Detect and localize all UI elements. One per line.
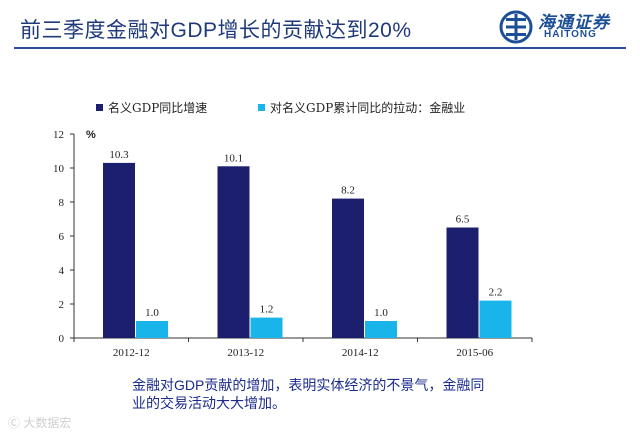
y-tick-label: 12 [53,129,64,141]
y-tick-label: 0 [59,333,65,345]
data-label-2013-12-series-2: 1.2 [260,304,274,316]
legend-label-2: 对名义GDP累计同比的拉动：金融业 [270,100,465,115]
company-logo: 海通证券 HAITONG [498,8,628,46]
haitong-logo-icon [499,10,533,44]
bar-2013-12-series-2 [250,317,283,338]
legend-swatch-2 [258,104,265,111]
data-label-2014-12-series-1: 8.2 [341,185,355,197]
y-tick-label: 2 [59,299,65,311]
bar-2012-12-series-1 [103,162,135,338]
data-label-2015-06-series-2: 2.2 [489,287,503,299]
bar-2012-12-series-2 [136,321,168,338]
title-divider [14,47,626,49]
data-label-2012-12-series-2: 1.0 [145,307,159,319]
y-unit-label: % [86,129,96,141]
x-tick-label: 2014-12 [342,347,379,359]
legend-label-1: 名义GDP同比增速 [108,100,207,115]
data-label-2015-06-series-1: 6.5 [456,214,470,226]
bar-2015-06-series-2 [479,300,512,338]
x-tick-label: 2013-12 [227,347,264,359]
y-tick-label: 8 [59,197,65,209]
bar-2013-12-series-1 [217,166,250,338]
slide-caption: 金融对GDP贡献的增加，表明实体经济的不景气，金融同业的交易活动大大增加。 [132,377,485,411]
y-tick-label: 6 [59,231,65,243]
slide-title: 前三季度金融对GDP增长的贡献达到20% [20,19,412,42]
data-label-2012-12-series-1: 10.3 [109,149,129,161]
data-label-2013-12-series-1: 10.1 [224,152,243,164]
bar-2015-06-series-1 [446,227,479,338]
x-tick-label: 2012-12 [113,347,150,359]
bar-2014-12-series-2 [365,321,397,338]
y-tick-label: 4 [59,265,65,277]
logo-english-name: HAITONG [544,29,597,40]
watermark: Ⓒ 大数据宏 [8,416,72,430]
bar-2014-12-series-1 [332,198,364,338]
x-tick-label: 2015-06 [456,347,493,359]
legend-swatch-1 [96,104,103,111]
y-tick-label: 10 [53,163,65,175]
logo-chinese-name: 海通证券 [538,13,610,33]
data-label-2014-12-series-2: 1.0 [374,307,388,319]
